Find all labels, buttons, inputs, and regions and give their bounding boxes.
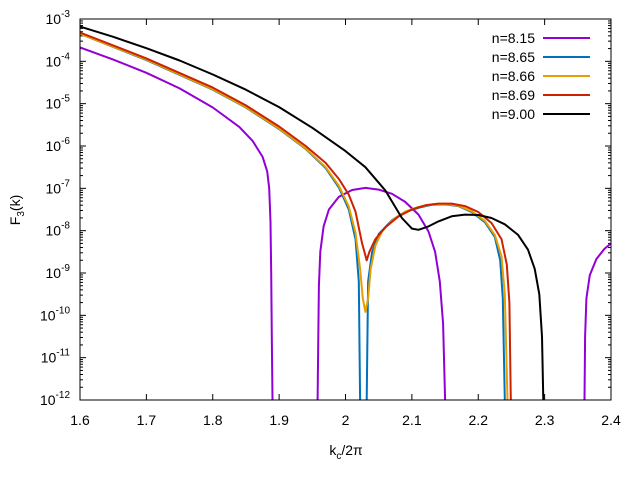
x-tick-label: 2.1: [402, 412, 422, 428]
y-tick-label: 10-5: [46, 94, 71, 112]
y-tick-label: 10-12: [40, 390, 70, 408]
x-tick-label: 1.9: [269, 412, 289, 428]
y-tick-label: 10-10: [40, 305, 70, 323]
series-line-4: [79, 25, 545, 401]
series-line-3: [79, 31, 512, 401]
legend-label: n=8.65: [492, 49, 535, 65]
plot-frame: [79, 18, 612, 401]
x-tick-label: 1.8: [203, 412, 223, 428]
y-tick-labels: 10-3 10-4 10-5 10-6 10-7 10-8 10-9 10-10 10-11 10…: [40, 9, 70, 408]
series-line-0: [583, 242, 612, 401]
y-tick-label: 10-3: [46, 9, 71, 27]
x-tick-label: 1.7: [137, 412, 157, 428]
legend-label: n=8.66: [492, 68, 535, 84]
legend-label: n=9.00: [492, 106, 535, 122]
y-tick-label: 10-9: [46, 263, 71, 281]
series-line-1: [365, 203, 506, 401]
y-tick-label: 10-4: [46, 51, 71, 69]
y-axis-label: F3(k): [7, 195, 27, 225]
x-tick-label: 1.6: [70, 412, 90, 428]
legend: n=8.15 n=8.65 n=8.66 n=8.69 n=9.00: [492, 30, 590, 122]
series-line-0: [316, 186, 447, 401]
x-tick-label: 2.2: [469, 412, 489, 428]
y-tick-label: 10-8: [46, 221, 71, 239]
y-tick-label: 10-7: [46, 178, 71, 196]
x-tick-label: 2.3: [535, 412, 555, 428]
legend-label: n=8.15: [492, 30, 535, 46]
plot-area: [79, 25, 612, 401]
x-axis-label: kc/2π: [329, 442, 363, 462]
series-line-0: [79, 46, 274, 401]
x-tick-labels: 1.6 1.7 1.8 1.9 2 2.1 2.2 2.3 2.4: [70, 412, 621, 428]
x-tick-label: 2: [342, 412, 350, 428]
x-tick-label: 2.4: [601, 412, 621, 428]
legend-label: n=8.69: [492, 87, 535, 103]
y-tick-label: 10-6: [46, 136, 71, 154]
y-tick-label: 10-11: [41, 348, 71, 366]
